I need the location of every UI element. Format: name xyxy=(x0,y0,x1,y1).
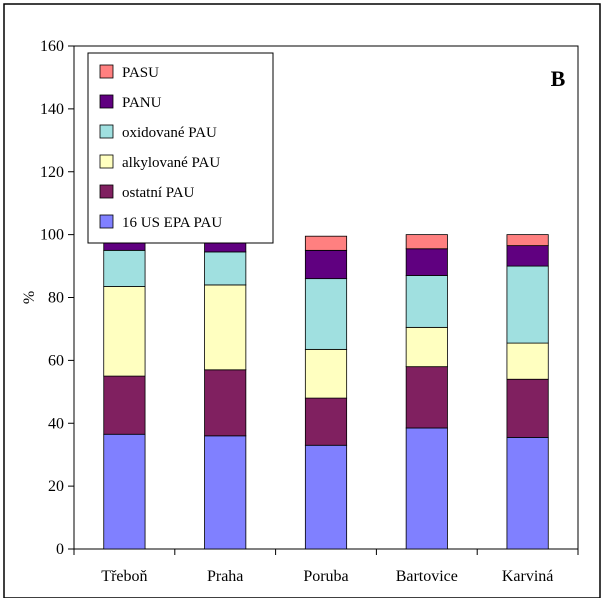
y-tick-label: 40 xyxy=(48,415,64,432)
bar-segment xyxy=(204,284,247,371)
bar-segment xyxy=(204,251,247,286)
legend-swatch xyxy=(99,64,114,79)
bar-segment xyxy=(103,375,146,435)
x-axis: Třeboň Praha Poruba Bartovice Karviná xyxy=(73,549,579,585)
bar-segment xyxy=(304,444,348,550)
bar-segment xyxy=(405,326,448,368)
legend-label: 16 US EPA PAU xyxy=(122,215,222,231)
y-axis-title: % xyxy=(21,291,38,304)
y-tick-label: 60 xyxy=(48,352,64,369)
panel-label: B xyxy=(551,66,566,91)
bar-segment xyxy=(506,378,549,438)
y-axis: 0 20 40 60 80 100 120 140 160 xyxy=(40,38,74,558)
bar-segment xyxy=(103,242,146,251)
bar-segment xyxy=(204,435,247,550)
x-tick-label: Karviná xyxy=(502,568,554,585)
legend-label: oxidované PAU xyxy=(122,125,217,141)
bar-segment xyxy=(405,427,448,550)
legend: PASU PANU oxidované PAU alkylované PAU ostat… xyxy=(87,52,274,244)
y-tick-label: 160 xyxy=(40,38,64,55)
bar-segment xyxy=(405,366,448,429)
legend-label: ostatní PAU xyxy=(122,185,195,201)
legend-swatch xyxy=(99,214,114,229)
bar-segment xyxy=(506,265,549,344)
bar-segment xyxy=(304,397,348,446)
bar-segment xyxy=(405,275,448,328)
bar-segment xyxy=(304,278,348,350)
bar-segment xyxy=(506,234,549,247)
legend-swatch xyxy=(99,94,114,109)
x-tick-label: Bartovice xyxy=(396,568,458,585)
legend-box xyxy=(87,52,274,244)
bar-segment xyxy=(506,245,549,267)
legend-label: PANU xyxy=(122,95,162,111)
bar-segment xyxy=(405,248,448,276)
y-tick-label: 20 xyxy=(48,478,64,495)
bar-segment xyxy=(103,286,146,377)
x-tick-label: Poruba xyxy=(303,568,348,585)
bar-segment xyxy=(506,342,549,380)
legend-swatch xyxy=(99,124,114,139)
x-tick-label: Třeboň xyxy=(101,568,147,585)
bar-segment xyxy=(304,235,348,251)
bar-segment xyxy=(304,348,348,399)
y-tick-label: 0 xyxy=(56,541,64,558)
bar-segment xyxy=(204,242,247,253)
legend-label: alkylované PAU xyxy=(122,155,220,171)
y-tick-label: 80 xyxy=(48,290,64,307)
y-tick-label: 140 xyxy=(40,101,64,118)
legend-swatch xyxy=(99,154,114,169)
bar-segment xyxy=(304,249,348,280)
bar-segment xyxy=(405,234,448,250)
bar-segment xyxy=(506,436,549,550)
bar-segment xyxy=(103,249,146,287)
legend-label: PASU xyxy=(122,65,159,81)
bar-segment xyxy=(204,369,247,437)
x-tick-label: Praha xyxy=(207,568,243,585)
bar-segment xyxy=(103,433,146,550)
y-tick-label: 120 xyxy=(40,164,64,181)
y-tick-label: 100 xyxy=(40,227,64,244)
legend-swatch xyxy=(99,184,114,199)
